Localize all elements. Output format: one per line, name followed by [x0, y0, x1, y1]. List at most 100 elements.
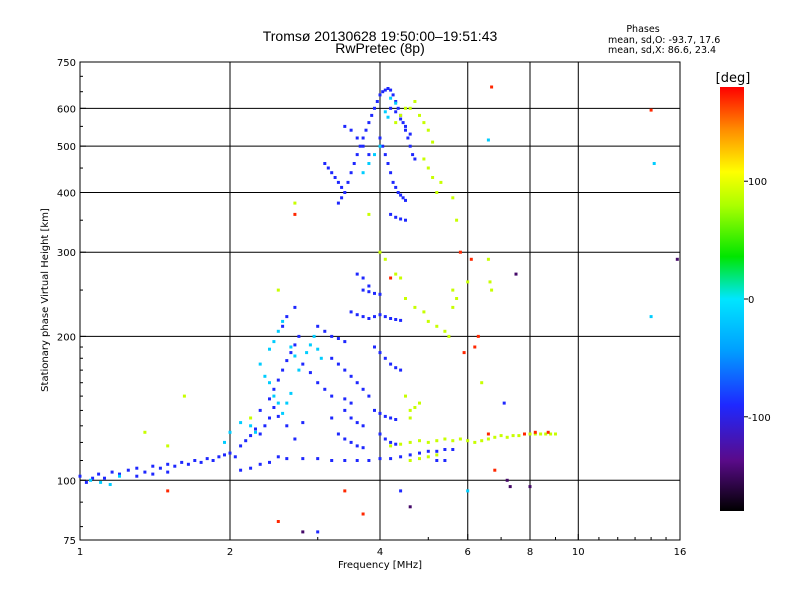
data-point [258, 462, 262, 466]
data-point [323, 162, 327, 165]
data-point [408, 505, 412, 509]
data-point [451, 305, 455, 309]
data-point [254, 430, 257, 434]
data-point [293, 437, 297, 441]
data-point [373, 345, 376, 349]
data-point [186, 462, 190, 466]
data-point [223, 453, 226, 457]
data-point [514, 272, 518, 276]
data-point [383, 315, 387, 319]
y-tick-label: 300 [57, 248, 76, 259]
data-point [378, 144, 382, 148]
data-point [258, 362, 262, 366]
data-point [378, 250, 382, 254]
data-point [272, 394, 276, 398]
data-point [305, 351, 309, 355]
data-point [399, 442, 403, 446]
data-point [523, 432, 526, 436]
data-point [378, 457, 382, 461]
data-point [289, 351, 293, 355]
data-point [408, 416, 412, 420]
data-point [517, 434, 521, 438]
data-point [426, 166, 430, 170]
data-point [355, 153, 359, 157]
data-point [258, 432, 262, 436]
data-point [293, 212, 297, 216]
data-point [316, 324, 320, 328]
data-point [549, 432, 553, 436]
data-point [355, 459, 359, 462]
data-point [486, 432, 490, 436]
data-point [352, 162, 356, 165]
stats-heading: Phases [626, 24, 659, 35]
data-point [490, 288, 494, 292]
data-point [418, 457, 421, 461]
data-point [367, 212, 371, 216]
data-point [340, 185, 344, 189]
data-point [451, 439, 455, 443]
data-point [367, 162, 371, 165]
data-point [378, 136, 382, 140]
data-point [394, 366, 398, 370]
data-point [330, 171, 334, 175]
data-point [404, 218, 407, 222]
data-point [422, 310, 426, 314]
data-point [486, 437, 490, 441]
data-point [166, 444, 170, 448]
data-point [239, 468, 243, 472]
data-point [285, 457, 289, 461]
data-point [166, 489, 170, 493]
colorbar-tick-label: 0 [748, 295, 754, 306]
y-axis-label: Stationary phase Virtual Height [km] [40, 208, 51, 392]
data-point [373, 291, 376, 295]
data-point [378, 93, 382, 97]
data-point [349, 374, 353, 378]
data-point [343, 459, 347, 462]
data-point [223, 440, 226, 444]
data-point [493, 468, 497, 472]
data-point [394, 185, 398, 189]
data-point [110, 470, 114, 474]
data-point [502, 401, 506, 405]
data-point [389, 362, 393, 366]
data-point [418, 113, 421, 117]
data-point [383, 356, 387, 360]
data-point [343, 191, 347, 194]
data-point [285, 401, 289, 405]
data-point [239, 444, 243, 448]
data-point [426, 440, 430, 444]
data-point [78, 474, 82, 478]
data-point [285, 424, 289, 428]
data-point [281, 324, 285, 328]
colorbar-ticks: -100 0 100 [744, 177, 771, 424]
data-point [336, 201, 340, 205]
data-point [118, 472, 121, 476]
data-point [361, 144, 365, 148]
data-point [383, 414, 387, 418]
data-point [285, 315, 289, 319]
data-point [389, 317, 393, 320]
data-point [375, 100, 379, 103]
stats-line-x: mean, sd,X: 86.6, 23.4 [608, 45, 716, 56]
data-point [293, 305, 297, 309]
grid [80, 62, 680, 540]
colorbar-tick-label: -100 [748, 413, 771, 424]
data-point [435, 453, 439, 457]
data-point [336, 362, 340, 366]
data-point [336, 337, 340, 340]
data-point [546, 430, 550, 434]
data-point [349, 310, 353, 314]
data-point [367, 121, 371, 125]
data-point [443, 448, 447, 451]
data-point [435, 324, 439, 328]
data-point [399, 318, 403, 322]
data-point [355, 313, 359, 317]
data-point [554, 432, 557, 436]
data-point [394, 121, 398, 125]
data-point [486, 138, 490, 142]
data-point [151, 464, 155, 468]
data-point [675, 257, 679, 261]
data-point [404, 124, 407, 128]
data-point [316, 347, 320, 351]
data-point [435, 439, 439, 443]
